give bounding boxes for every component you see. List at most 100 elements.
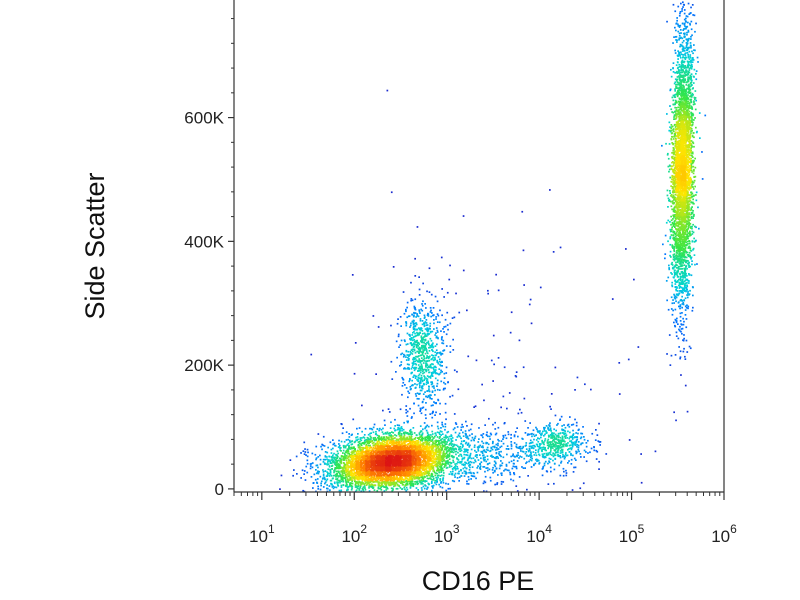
event-point (349, 482, 352, 484)
event-point (450, 437, 452, 440)
event-point (425, 383, 428, 386)
event-point (405, 409, 407, 411)
event-point (691, 146, 693, 148)
event-point (693, 179, 696, 182)
event-point (505, 437, 508, 440)
event-point (559, 456, 562, 459)
event-point (687, 62, 690, 64)
event-point (378, 429, 380, 432)
event-point (482, 458, 485, 460)
event-point (438, 352, 440, 354)
event-point (408, 315, 411, 317)
event-point (332, 456, 334, 459)
event-point (568, 460, 570, 462)
event-point (676, 230, 678, 232)
event-point (559, 419, 561, 421)
event-point (570, 436, 573, 438)
event-point (683, 98, 686, 101)
event-point (449, 471, 452, 473)
event-point (685, 220, 688, 222)
event-point (694, 240, 697, 243)
event-point (440, 468, 443, 470)
event-point (498, 452, 500, 455)
event-point (684, 249, 687, 252)
event-point (412, 362, 415, 365)
event-point (419, 367, 421, 369)
event-point (683, 18, 686, 21)
event-point (464, 430, 467, 432)
event-point (683, 235, 686, 238)
event-point (548, 460, 550, 463)
event-point (414, 325, 417, 328)
event-point (682, 54, 685, 56)
event-point (437, 399, 440, 402)
event-point (441, 423, 444, 426)
event-point (667, 206, 669, 208)
event-point (512, 465, 515, 468)
event-point (425, 335, 428, 337)
event-point (488, 417, 490, 420)
event-point (687, 100, 690, 103)
event-point (338, 446, 340, 449)
event-point (674, 106, 676, 109)
event-point (451, 440, 454, 442)
event-point (477, 465, 479, 467)
event-point (684, 67, 687, 69)
event-point (672, 138, 675, 140)
event-point (690, 213, 693, 215)
event-point (688, 212, 690, 214)
event-point (393, 427, 396, 430)
event-point (690, 225, 692, 228)
event-point (421, 330, 424, 332)
event-point (304, 448, 306, 450)
event-point (671, 195, 673, 198)
event-point (682, 250, 685, 253)
event-point (560, 415, 563, 418)
event-point (563, 433, 565, 435)
event-point (464, 450, 467, 453)
event-point (691, 134, 694, 137)
event-point (690, 95, 693, 97)
event-point (684, 227, 687, 229)
event-point (430, 344, 433, 347)
event-point (412, 323, 415, 326)
event-point (404, 488, 406, 491)
event-point (413, 349, 416, 352)
event-point (438, 442, 441, 445)
event-point (695, 226, 697, 229)
event-point (679, 357, 681, 360)
event-point (667, 219, 670, 222)
event-point (425, 417, 427, 420)
event-point (577, 441, 580, 443)
event-point (679, 218, 681, 221)
event-point (328, 472, 331, 475)
event-point (688, 114, 690, 116)
event-point (690, 101, 693, 104)
event-point (339, 457, 342, 460)
event-point (494, 465, 497, 468)
event-point (411, 334, 414, 336)
event-point (514, 456, 516, 458)
event-point (690, 120, 693, 123)
event-point (426, 488, 428, 490)
event-point (684, 100, 686, 103)
event-point (460, 437, 462, 440)
event-point (684, 104, 686, 107)
event-point (427, 425, 430, 428)
event-point (677, 280, 679, 282)
event-point (497, 442, 499, 445)
event-point (418, 398, 420, 400)
event-point (450, 451, 453, 453)
event-point (453, 369, 456, 372)
event-point (315, 445, 318, 448)
event-point (461, 463, 463, 466)
event-point (480, 446, 483, 448)
event-point (401, 480, 404, 483)
event-point (425, 425, 428, 428)
event-point (436, 436, 439, 438)
event-point (396, 424, 399, 426)
event-point (685, 241, 687, 244)
event-point (677, 301, 680, 304)
event-point (429, 346, 431, 349)
event-point (496, 483, 498, 486)
